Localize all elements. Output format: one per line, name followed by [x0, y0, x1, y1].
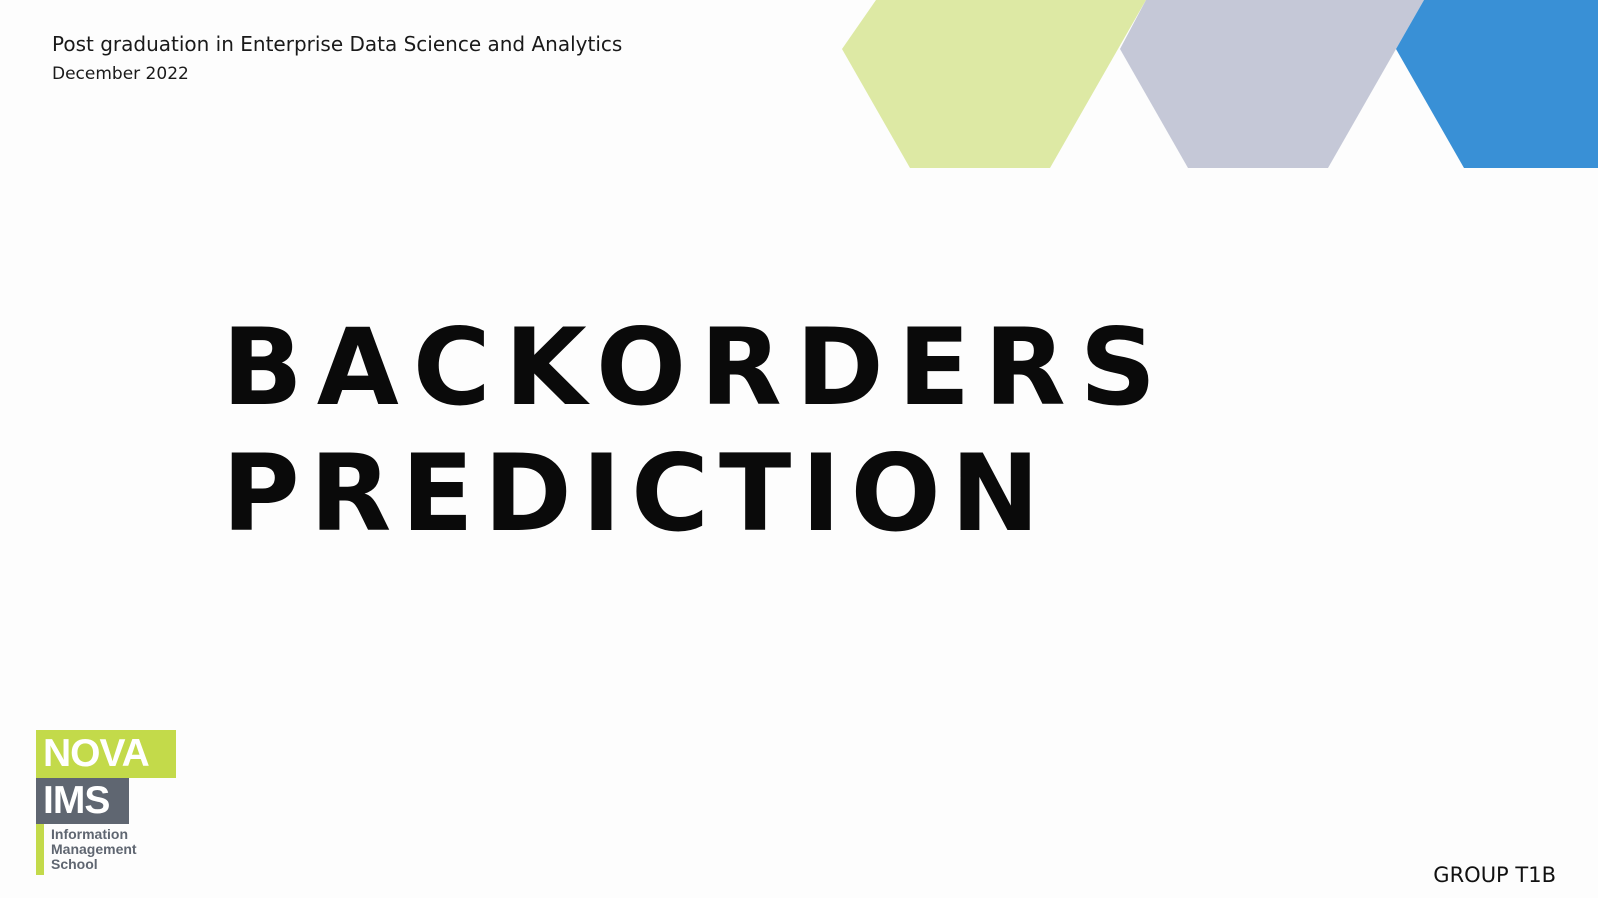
hexagon-blue: [1396, 0, 1598, 168]
presentation-date: December 2022: [52, 64, 189, 84]
logo-ims-block: IMS: [36, 778, 129, 824]
logo-nova-text: NOVA: [43, 732, 150, 775]
logo-ims-text: IMS: [43, 779, 110, 822]
title-line-2: PREDICTION: [222, 432, 1050, 555]
hexagon-gray: [1120, 0, 1424, 168]
slide-title: BACKORDERS PREDICTION: [222, 305, 1170, 557]
group-label: GROUP T1B: [1433, 863, 1556, 887]
hexagon-green: [842, 0, 1146, 168]
title-line-1: BACKORDERS: [222, 306, 1171, 429]
decorative-hexagons: [842, 0, 1598, 168]
logo-accent-bar: [36, 824, 44, 875]
program-name: Post graduation in Enterprise Data Scien…: [52, 32, 623, 56]
logo-subtitle-line-3: School: [51, 856, 98, 872]
logo-subtitle-line-2: Management: [51, 841, 137, 857]
nova-ims-logo: NOVA IMS Information Management School: [36, 730, 176, 875]
logo-nova-block: NOVA: [36, 730, 176, 778]
logo-subtitle-line-1: Information: [51, 826, 128, 842]
